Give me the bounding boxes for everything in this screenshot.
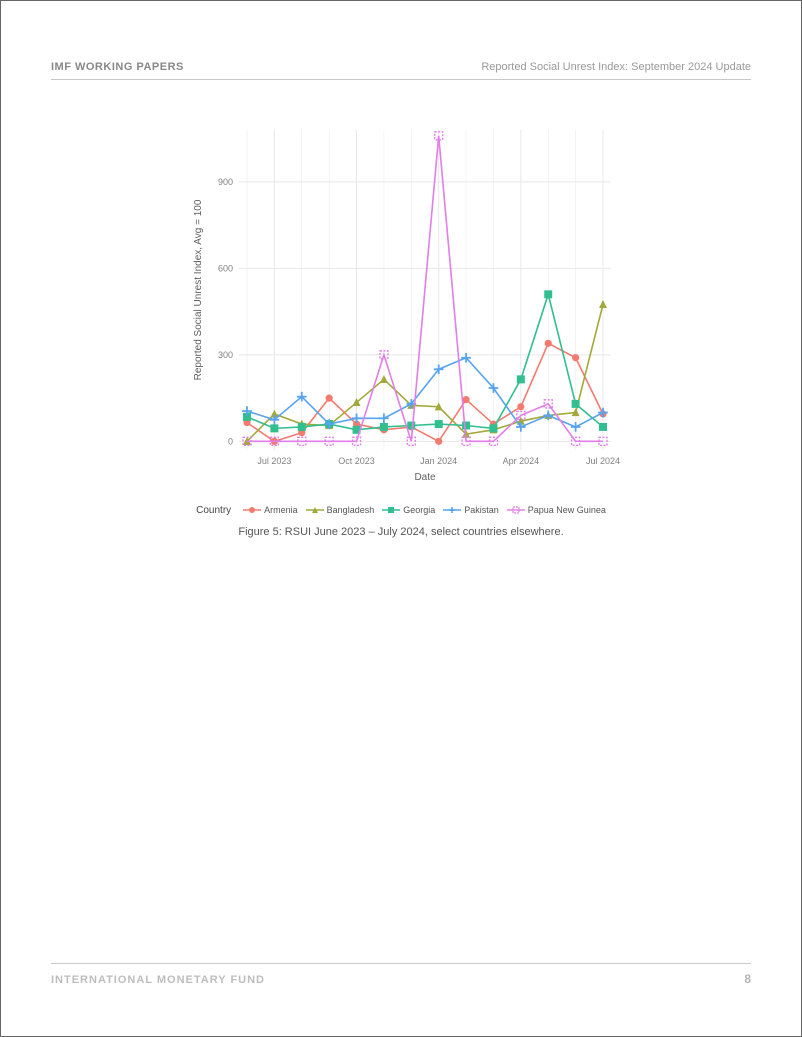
legend-title: Country xyxy=(196,505,231,516)
svg-text:Jul 2023: Jul 2023 xyxy=(257,456,291,466)
rsui-line-chart: 0 300 600 900 Jul 2023 Oct 2023 Jan 2024 Apr 20… xyxy=(181,120,621,500)
figure-caption: Figure 5: RSUI June 2023 – July 2024, se… xyxy=(181,526,621,538)
svg-text:900: 900 xyxy=(218,177,233,187)
page-footer: INTERNATIONAL MONETARY FUND 8 xyxy=(51,963,751,986)
legend-item: Papua New Guinea xyxy=(507,504,606,516)
legend-label: Papua New Guinea xyxy=(528,505,606,515)
svg-text:300: 300 xyxy=(218,350,233,360)
svg-text:Apr 2024: Apr 2024 xyxy=(503,456,540,466)
chart-legend: Country Armenia Bangladesh Georgia Pakistan… xyxy=(181,504,621,516)
svg-text:Jul 2024: Jul 2024 xyxy=(586,456,620,466)
legend-item: Pakistan xyxy=(443,504,499,516)
page: IMF WORKING PAPERS Reported Social Unres… xyxy=(0,0,802,1037)
figure-container: 0 300 600 900 Jul 2023 Oct 2023 Jan 2024 Apr 20… xyxy=(181,120,621,538)
legend-item: Georgia xyxy=(382,504,435,516)
legend-label: Georgia xyxy=(403,505,435,515)
header-series-title: IMF WORKING PAPERS xyxy=(51,61,184,73)
footer-page-number: 8 xyxy=(744,972,751,986)
svg-text:Date: Date xyxy=(414,472,436,483)
svg-text:0: 0 xyxy=(228,436,233,446)
svg-text:Oct 2023: Oct 2023 xyxy=(338,456,375,466)
legend-item: Armenia xyxy=(243,504,298,516)
header-doc-title: Reported Social Unrest Index: September … xyxy=(481,61,751,73)
legend-item: Bangladesh xyxy=(306,504,375,516)
legend-label: Armenia xyxy=(264,505,298,515)
svg-text:Reported Social Unrest Index,: Reported Social Unrest Index, Avg = 100 xyxy=(193,199,204,380)
footer-publisher: INTERNATIONAL MONETARY FUND xyxy=(51,974,265,986)
legend-label: Pakistan xyxy=(464,505,499,515)
page-header: IMF WORKING PAPERS Reported Social Unres… xyxy=(51,61,751,80)
legend-label: Bangladesh xyxy=(327,505,375,515)
svg-text:Jan 2024: Jan 2024 xyxy=(420,456,457,466)
svg-text:600: 600 xyxy=(218,263,233,273)
